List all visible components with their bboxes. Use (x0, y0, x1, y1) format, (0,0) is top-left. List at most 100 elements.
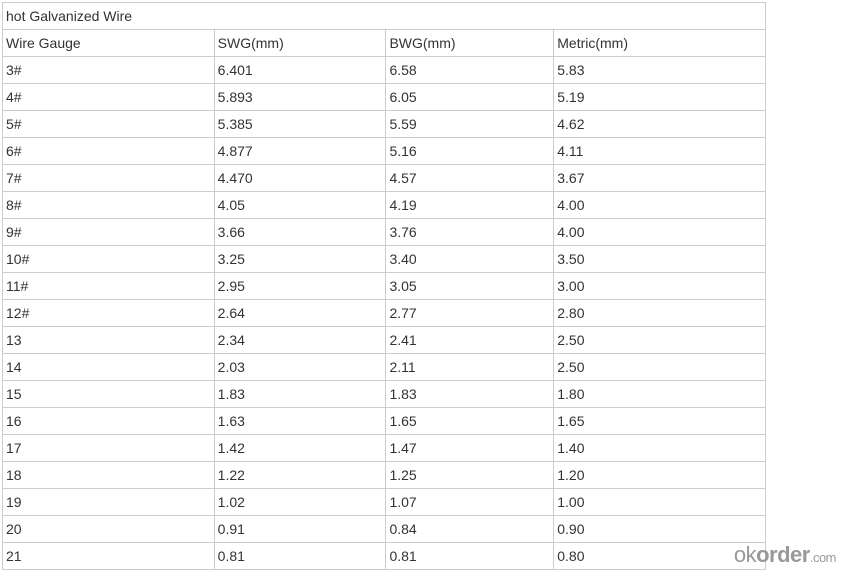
table-cell: 13 (3, 327, 215, 354)
table-cell: 0.91 (214, 516, 386, 543)
table-cell: 5.385 (214, 111, 386, 138)
table-cell: 4.470 (214, 165, 386, 192)
table-cell: 5.19 (554, 84, 766, 111)
table-cell: 2.80 (554, 300, 766, 327)
table-cell: 10# (3, 246, 215, 273)
table-cell: 5.59 (386, 111, 554, 138)
watermark-ok: ok (734, 542, 756, 567)
column-header-gauge: Wire Gauge (3, 30, 215, 57)
table-cell: 21 (3, 543, 215, 570)
table-cell: 1.00 (554, 489, 766, 516)
table-cell: 2.64 (214, 300, 386, 327)
watermark-com: .com (810, 550, 836, 565)
table-cell: 4.877 (214, 138, 386, 165)
table-row: 200.910.840.90 (3, 516, 766, 543)
column-header-bwg: BWG(mm) (386, 30, 554, 57)
table-cell: 3.50 (554, 246, 766, 273)
table-row: 6#4.8775.164.11 (3, 138, 766, 165)
table-cell: 1.65 (386, 408, 554, 435)
table-row: 191.021.071.00 (3, 489, 766, 516)
table-row: 151.831.831.80 (3, 381, 766, 408)
table-cell: 2.34 (214, 327, 386, 354)
table-cell: 5.16 (386, 138, 554, 165)
table-cell: 5.83 (554, 57, 766, 84)
table-cell: 2.95 (214, 273, 386, 300)
table-cell: 3# (3, 57, 215, 84)
table-cell: 3.76 (386, 219, 554, 246)
table-row: 11#2.953.053.00 (3, 273, 766, 300)
table-cell: 18 (3, 462, 215, 489)
table-row: 171.421.471.40 (3, 435, 766, 462)
table-cell: 17 (3, 435, 215, 462)
table-cell: 0.81 (386, 543, 554, 570)
table-header-row: Wire Gauge SWG(mm) BWG(mm) Metric(mm) (3, 30, 766, 57)
table-row: 142.032.112.50 (3, 354, 766, 381)
table-cell: 1.22 (214, 462, 386, 489)
table-cell: 0.90 (554, 516, 766, 543)
table-cell: 2.03 (214, 354, 386, 381)
table-row: 132.342.412.50 (3, 327, 766, 354)
table-cell: 4.11 (554, 138, 766, 165)
table-cell: 0.81 (214, 543, 386, 570)
table-cell: 6.05 (386, 84, 554, 111)
table-cell: 3.25 (214, 246, 386, 273)
table-row: 10#3.253.403.50 (3, 246, 766, 273)
table-cell: 19 (3, 489, 215, 516)
table-cell: 20 (3, 516, 215, 543)
table-cell: 1.80 (554, 381, 766, 408)
table-cell: 7# (3, 165, 215, 192)
table-cell: 4.00 (554, 192, 766, 219)
table-cell: 1.47 (386, 435, 554, 462)
table-cell: 3.40 (386, 246, 554, 273)
watermark-order: order (756, 542, 810, 567)
table-cell: 3.05 (386, 273, 554, 300)
table-cell: 1.25 (386, 462, 554, 489)
table-cell: 2.50 (554, 327, 766, 354)
table-row: 9#3.663.764.00 (3, 219, 766, 246)
table-row: 8#4.054.194.00 (3, 192, 766, 219)
table-cell: 1.07 (386, 489, 554, 516)
table-title: hot Galvanized Wire (3, 3, 766, 30)
table-cell: 15 (3, 381, 215, 408)
table-cell: 1.20 (554, 462, 766, 489)
table-row: 3#6.4016.585.83 (3, 57, 766, 84)
table-cell: 3.67 (554, 165, 766, 192)
table-row: 210.810.810.80 (3, 543, 766, 570)
table-cell: 1.83 (214, 381, 386, 408)
column-header-metric: Metric(mm) (554, 30, 766, 57)
wire-gauge-table: hot Galvanized Wire Wire Gauge SWG(mm) B… (2, 2, 766, 570)
table-cell: 4.00 (554, 219, 766, 246)
table-cell: 12# (3, 300, 215, 327)
table-row: 5#5.3855.594.62 (3, 111, 766, 138)
table-cell: 1.42 (214, 435, 386, 462)
table-cell: 2.50 (554, 354, 766, 381)
table-cell: 2.41 (386, 327, 554, 354)
table-cell: 4.62 (554, 111, 766, 138)
table-cell: 4.19 (386, 192, 554, 219)
table-title-row: hot Galvanized Wire (3, 3, 766, 30)
table-row: 181.221.251.20 (3, 462, 766, 489)
table-row: 7#4.4704.573.67 (3, 165, 766, 192)
table-cell: 4.05 (214, 192, 386, 219)
table-cell: 16 (3, 408, 215, 435)
table-cell: 6# (3, 138, 215, 165)
table-cell: 4.57 (386, 165, 554, 192)
table-cell: 14 (3, 354, 215, 381)
table-cell: 3.00 (554, 273, 766, 300)
table-cell: 5# (3, 111, 215, 138)
table-cell: 1.02 (214, 489, 386, 516)
table-cell: 0.84 (386, 516, 554, 543)
table-cell: 1.63 (214, 408, 386, 435)
table-row: 4#5.8936.055.19 (3, 84, 766, 111)
table-cell: 6.58 (386, 57, 554, 84)
table-cell: 5.893 (214, 84, 386, 111)
table-cell: 8# (3, 192, 215, 219)
table-cell: 2.77 (386, 300, 554, 327)
table-cell: 9# (3, 219, 215, 246)
table-cell: 4# (3, 84, 215, 111)
table-row: 12#2.642.772.80 (3, 300, 766, 327)
table-cell: 6.401 (214, 57, 386, 84)
table-cell: 1.83 (386, 381, 554, 408)
table-cell: 2.11 (386, 354, 554, 381)
column-header-swg: SWG(mm) (214, 30, 386, 57)
